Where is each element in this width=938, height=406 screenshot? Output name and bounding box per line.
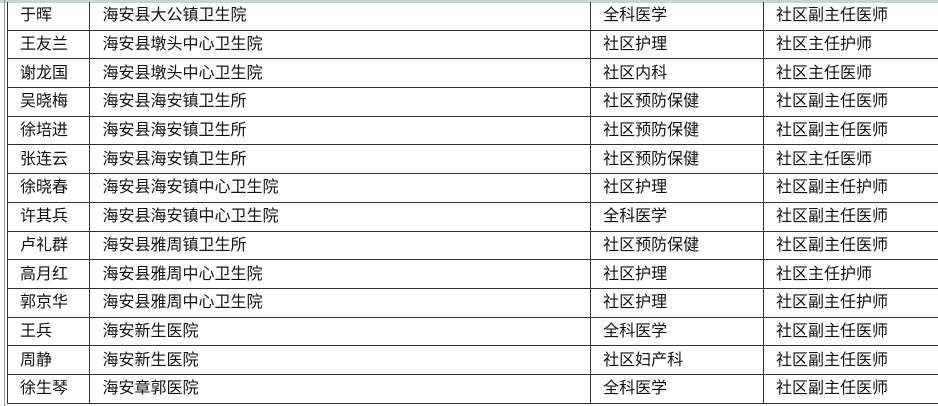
institution-cell: 海安章郭医院 bbox=[89, 373, 591, 404]
name-cell: 王友兰 bbox=[6, 29, 90, 60]
name-cell: 谢龙国 bbox=[6, 58, 90, 89]
table-row: 许其兵 海安县海安镇中心卫生院 全科医学 社区副主任医师 bbox=[6, 201, 938, 232]
institution-cell: 海安县海安镇卫生所 bbox=[89, 144, 591, 175]
title-cell: 社区副主任医师 bbox=[763, 316, 938, 347]
title-cell: 社区主任护师 bbox=[763, 29, 938, 60]
name-cell: 吴晓梅 bbox=[6, 87, 90, 117]
table-row: 徐生琴 海安章郭医院 全科医学 社区副主任医师 bbox=[6, 373, 938, 404]
specialty-cell: 全科医学 bbox=[590, 373, 764, 404]
specialty-cell: 全科医学 bbox=[590, 2, 764, 31]
institution-cell: 海安县海安镇卫生所 bbox=[89, 87, 591, 117]
table-body: 于晖 海安县大公镇卫生院 全科医学 社区副主任医师 王友兰 海安县墩头中心卫生院 社区护理社… bbox=[6, 2, 938, 404]
table-row: 王兵 海安新生医院 全科医学 社区副主任医师 bbox=[6, 316, 938, 347]
institution-cell: 海安县大公镇卫生院 bbox=[89, 2, 591, 31]
table-row: 张连云 海安县海安镇卫生所 社区预防保健 社区主任医师 bbox=[6, 144, 938, 175]
table-row: 高月红 海安县雅周中心卫生院 社区护理 社区主任护师 bbox=[6, 259, 938, 289]
table-row: 吴晓梅 海安县海安镇卫生所 社区预防保健 社区副主任医师 bbox=[6, 87, 938, 117]
institution-cell: 海安县墩头中心卫生院 bbox=[89, 29, 591, 60]
table-row: 卢礼群 海安县雅周镇卫生所 社区预防保健 社区副主任医师 bbox=[6, 230, 938, 261]
table-row: 郭京华 海安县雅周中心卫生院 社区护理 社区副主任护师 bbox=[6, 287, 938, 318]
institution-cell: 海安县墩头中心卫生院 bbox=[89, 58, 591, 89]
specialty-cell: 社区护理 bbox=[590, 259, 764, 289]
table-row: 谢龙国 海安县墩头中心卫生院 社区内科 社区主任医师 bbox=[6, 58, 938, 89]
table-row: 周静 海安新生医院 社区妇产科 社区副主任医师 bbox=[6, 345, 938, 375]
title-cell: 社区副主任医师 bbox=[763, 230, 938, 261]
institution-cell: 海安新生医院 bbox=[89, 316, 591, 347]
title-cell: 社区主任护师 bbox=[763, 259, 938, 289]
name-cell: 卢礼群 bbox=[6, 230, 90, 261]
specialty-cell: 社区护理 bbox=[590, 29, 764, 60]
personnel-table: 于晖 海安县大公镇卫生院 全科医学 社区副主任医师 王友兰 海安县墩头中心卫生院 社区护理社… bbox=[6, 2, 938, 404]
table-row: 于晖 海安县大公镇卫生院 全科医学 社区副主任医师 bbox=[6, 2, 938, 31]
page-edge bbox=[4, 0, 5, 406]
institution-cell: 海安县海安镇卫生所 bbox=[89, 115, 591, 146]
name-cell: 周静 bbox=[6, 345, 90, 375]
specialty-cell: 社区护理 bbox=[590, 173, 764, 203]
table-row: 徐晓春 海安县海安镇中心卫生院 社区护理 社区副主任护师 bbox=[6, 173, 938, 203]
specialty-cell: 社区预防保健 bbox=[590, 144, 764, 175]
specialty-cell: 社区妇产科 bbox=[590, 345, 764, 375]
institution-cell: 海安县海安镇中心卫生院 bbox=[89, 173, 591, 203]
name-cell: 徐晓春 bbox=[6, 173, 90, 203]
name-cell: 于晖 bbox=[6, 2, 90, 31]
title-cell: 社区副主任护师 bbox=[763, 173, 938, 203]
title-cell: 社区副主任医师 bbox=[763, 115, 938, 146]
name-cell: 徐培进 bbox=[6, 115, 90, 146]
title-cell: 社区副主任医师 bbox=[763, 373, 938, 404]
specialty-cell: 全科医学 bbox=[590, 316, 764, 347]
specialty-cell: 社区预防保健 bbox=[590, 230, 764, 261]
top-border bbox=[0, 0, 938, 3]
specialty-cell: 社区内科 bbox=[590, 58, 764, 89]
title-cell: 社区副主任医师 bbox=[763, 345, 938, 375]
title-cell: 社区主任医师 bbox=[763, 144, 938, 175]
title-cell: 社区副主任医师 bbox=[763, 87, 938, 117]
specialty-cell: 社区预防保健 bbox=[590, 87, 764, 117]
institution-cell: 海安县海安镇中心卫生院 bbox=[89, 201, 591, 232]
specialty-cell: 社区预防保健 bbox=[590, 115, 764, 146]
institution-cell: 海安县雅周镇卫生所 bbox=[89, 230, 591, 261]
name-cell: 郭京华 bbox=[6, 287, 90, 318]
table-row: 徐培进 海安县海安镇卫生所 社区预防保健 社区副主任医师 bbox=[6, 115, 938, 146]
institution-cell: 海安县雅周中心卫生院 bbox=[89, 287, 591, 318]
title-cell: 社区主任医师 bbox=[763, 58, 938, 89]
title-cell: 社区副主任医师 bbox=[763, 201, 938, 232]
title-cell: 社区副主任医师 bbox=[763, 2, 938, 31]
name-cell: 徐生琴 bbox=[6, 373, 90, 404]
name-cell: 王兵 bbox=[6, 316, 90, 347]
table-row: 王友兰 海安县墩头中心卫生院 社区护理 社区主任护师 bbox=[6, 29, 938, 60]
name-cell: 高月红 bbox=[6, 259, 90, 289]
name-cell: 许其兵 bbox=[6, 201, 90, 232]
institution-cell: 海安新生医院 bbox=[89, 345, 591, 375]
institution-cell: 海安县雅周中心卫生院 bbox=[89, 259, 591, 289]
name-cell: 张连云 bbox=[6, 144, 90, 175]
title-cell: 社区副主任护师 bbox=[763, 287, 938, 318]
specialty-cell: 全科医学 bbox=[590, 201, 764, 232]
specialty-cell: 社区护理 bbox=[590, 287, 764, 318]
